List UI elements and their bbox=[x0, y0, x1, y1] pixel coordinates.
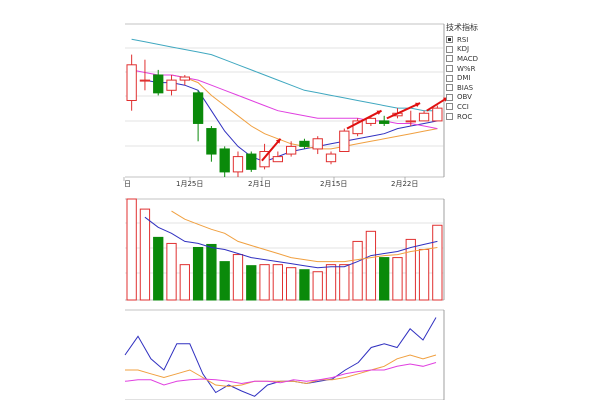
volume-bar-up bbox=[392, 257, 403, 301]
indicator-option-roc[interactable]: ROC bbox=[446, 112, 516, 122]
candle-up bbox=[418, 112, 430, 122]
indicator-option-label: CCI bbox=[457, 102, 469, 111]
volume-bar-down bbox=[219, 261, 230, 301]
indicator-option-label: W%R bbox=[457, 64, 476, 73]
indicator-option-obv[interactable]: OBV bbox=[446, 93, 516, 103]
checkbox[interactable] bbox=[446, 74, 453, 82]
indicator-option-label: RSI bbox=[457, 35, 469, 44]
trend-arrow-head bbox=[415, 102, 421, 108]
moving-average-line bbox=[131, 38, 438, 112]
indicator-menu-title: 技术指标 bbox=[446, 23, 478, 32]
indicator-option-cci[interactable]: CCI bbox=[446, 102, 516, 112]
indicator-option-label: DMI bbox=[457, 74, 471, 83]
candle-up bbox=[232, 156, 244, 173]
trend-arrow bbox=[346, 109, 382, 130]
candle-up bbox=[179, 76, 190, 81]
candle-up bbox=[352, 120, 363, 135]
candle-down bbox=[299, 140, 310, 147]
candle-up bbox=[405, 120, 416, 123]
indicator-option-kdj[interactable]: KDJ bbox=[446, 45, 516, 55]
x-axis-tick-label: 1月25日 bbox=[176, 180, 204, 188]
trend-arrow bbox=[261, 138, 282, 162]
volume-bar-down bbox=[206, 243, 217, 301]
checkbox[interactable] bbox=[446, 36, 453, 44]
candle-down bbox=[219, 148, 230, 173]
indicator-option-label: ROC bbox=[457, 112, 473, 121]
candle-up bbox=[365, 117, 377, 124]
indicator-option-bias[interactable]: BIAS bbox=[446, 83, 516, 93]
trend-arrow-head bbox=[376, 110, 382, 115]
rsi-line bbox=[124, 317, 437, 397]
trend-arrow bbox=[386, 102, 421, 120]
volume-bar-up bbox=[179, 264, 190, 301]
volume-bar-down bbox=[299, 269, 310, 301]
volume-bar-up bbox=[272, 264, 284, 301]
indicator-option-label: MACD bbox=[457, 54, 478, 63]
volume-bar-up bbox=[365, 230, 377, 301]
volume-bar-up bbox=[432, 224, 443, 301]
candle-down bbox=[206, 128, 217, 155]
volume-average-line bbox=[144, 216, 438, 269]
indicator-option-macd[interactable]: MACD bbox=[446, 54, 516, 64]
candle-down bbox=[246, 153, 257, 170]
checkbox[interactable] bbox=[446, 45, 453, 53]
volume-bar-up bbox=[405, 238, 416, 301]
candle-up bbox=[166, 79, 177, 91]
indicator-option-rsi[interactable]: RSI bbox=[446, 35, 516, 45]
candle-up bbox=[272, 156, 284, 163]
candle-up bbox=[312, 138, 323, 150]
volume-bar-up bbox=[339, 264, 350, 301]
indicator-option-dmi[interactable]: DMI bbox=[446, 73, 516, 83]
candle-up bbox=[432, 107, 443, 122]
volume-bar-up bbox=[139, 208, 151, 301]
checkbox[interactable] bbox=[446, 113, 453, 121]
volume-bar-down bbox=[153, 236, 164, 301]
candle-up bbox=[139, 79, 151, 82]
rsi-line bbox=[125, 354, 437, 388]
volume-bar-up bbox=[418, 249, 430, 301]
indicator-option-label: BIAS bbox=[457, 83, 474, 92]
candle-up bbox=[259, 151, 270, 168]
moving-average-line bbox=[131, 69, 438, 130]
volume-bar-up bbox=[166, 242, 177, 301]
rsi-line bbox=[124, 362, 437, 386]
checkbox[interactable] bbox=[446, 65, 453, 73]
checkbox[interactable] bbox=[446, 93, 453, 101]
volume-bar-down bbox=[379, 257, 390, 301]
checkbox[interactable] bbox=[446, 55, 453, 63]
volume-bar-up bbox=[259, 264, 270, 301]
indicator-option-label: KDJ bbox=[457, 45, 470, 54]
candle-up bbox=[285, 145, 297, 155]
volume-bar-up bbox=[232, 254, 244, 301]
volume-bar-up bbox=[312, 271, 323, 301]
indicator-menu: 技术指标 RSI KDJ MACD W%R DMI BIAS OBV CCI ROC bbox=[446, 22, 516, 121]
volume-bar-down bbox=[246, 265, 257, 301]
x-axis-tick-label: 2月1日 bbox=[248, 180, 271, 188]
candle-up bbox=[339, 130, 350, 153]
x-axis-tick-label: 2月15日 bbox=[320, 180, 348, 188]
indicator-option-wr[interactable]: W%R bbox=[446, 64, 516, 74]
volume-bar-up bbox=[325, 264, 337, 301]
candle-up bbox=[126, 64, 137, 102]
volume-bar-up bbox=[285, 267, 297, 301]
volume-bar-up bbox=[126, 198, 137, 301]
volume-bar-down bbox=[192, 246, 204, 301]
candle-down bbox=[153, 74, 164, 94]
indicator-option-label: OBV bbox=[457, 93, 472, 102]
volume-average-line bbox=[171, 210, 438, 263]
checkbox[interactable] bbox=[446, 84, 453, 92]
candle-up bbox=[325, 153, 337, 163]
checkbox[interactable] bbox=[446, 103, 453, 111]
candle-down bbox=[192, 92, 204, 124]
trend-arrow-head bbox=[275, 138, 281, 144]
volume-bar-up bbox=[352, 240, 363, 301]
candle-down bbox=[379, 120, 390, 124]
x-axis-tick-label: 2月22日 bbox=[391, 180, 419, 188]
x-axis-tick-label: 日 bbox=[124, 180, 131, 188]
